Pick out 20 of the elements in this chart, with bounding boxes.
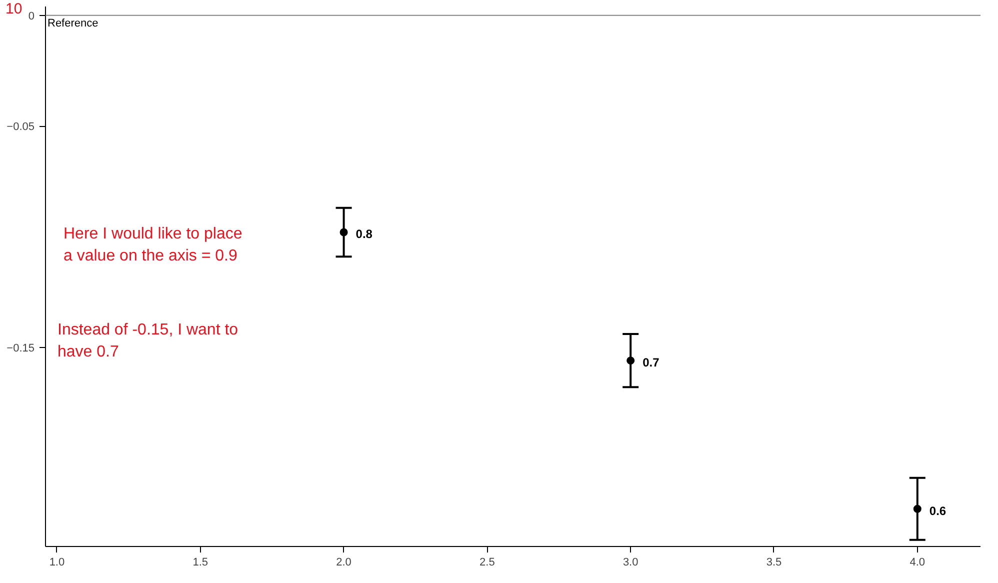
- y-tick-label: −0.15: [6, 342, 35, 354]
- annotation: 0.6: [929, 504, 946, 518]
- annotation: Instead of -0.15, I want to have 0.7: [58, 321, 238, 360]
- text: 10: [6, 0, 22, 18]
- ref-line-label: Reference: [48, 17, 98, 30]
- x-tick-label: 1.0: [49, 556, 65, 568]
- y-tick-label: −0.05: [6, 121, 35, 134]
- x-tick-label: 1.5: [192, 556, 208, 568]
- point: [626, 356, 635, 365]
- annotation: 0.8: [356, 227, 373, 242]
- annotation: Here I would like to place a value on the axis = 0.9: [64, 225, 242, 264]
- x-tick-label: 3.0: [622, 556, 638, 568]
- point: [340, 228, 348, 236]
- y-tick-label: 0: [28, 10, 35, 22]
- x-tick-label: 3.5: [766, 556, 782, 568]
- x-tick-label: 4.0: [910, 556, 926, 568]
- x-tick-label: 2.0: [336, 556, 352, 568]
- point: [913, 504, 922, 513]
- x-tick-label: 2.5: [480, 556, 495, 568]
- annotation: 0.7: [642, 356, 660, 370]
